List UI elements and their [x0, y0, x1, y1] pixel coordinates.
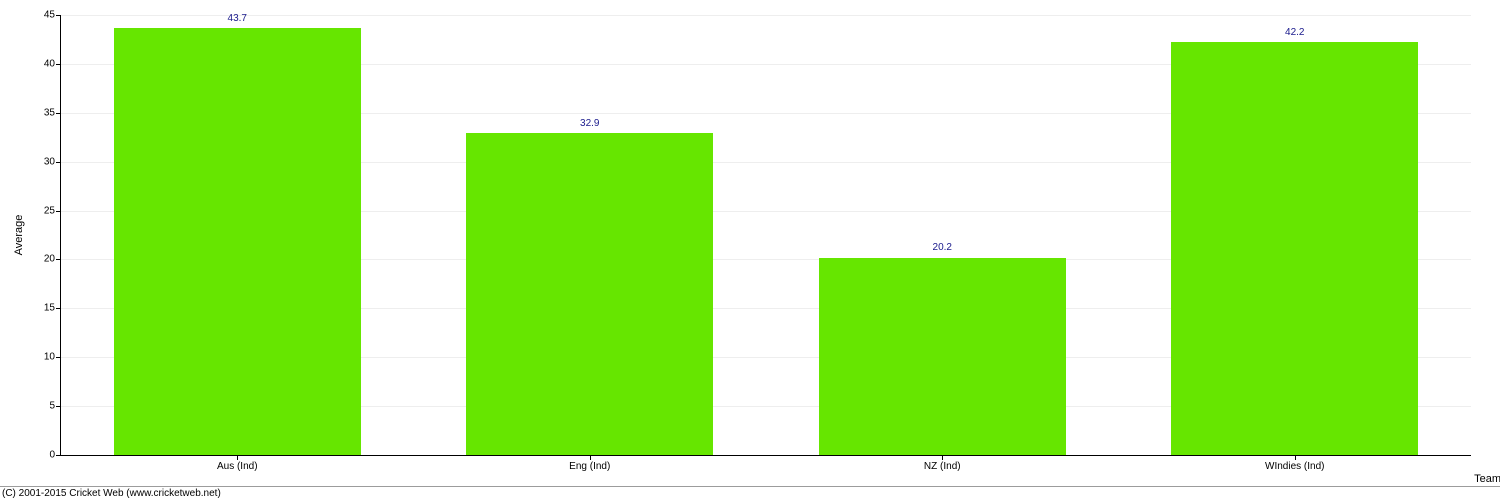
y-tick-label: 40 — [44, 58, 61, 69]
y-tick-label: 30 — [44, 156, 61, 167]
x-tick-label: Eng (Ind) — [569, 455, 610, 472]
x-tick-label: Aus (Ind) — [217, 455, 258, 472]
copyright-footer: (C) 2001-2015 Cricket Web (www.cricketwe… — [0, 486, 1500, 500]
bar-value-label: 20.2 — [933, 242, 952, 257]
bar-value-label: 43.7 — [228, 13, 247, 28]
y-tick-label: 20 — [44, 254, 61, 265]
y-tick-label: 25 — [44, 205, 61, 216]
x-tick-label: WIndies (Ind) — [1265, 455, 1324, 472]
bar — [114, 28, 361, 455]
bar — [819, 258, 1066, 456]
y-tick-label: 35 — [44, 107, 61, 118]
bar — [466, 133, 713, 455]
bar-value-label: 42.2 — [1285, 27, 1304, 42]
y-tick-label: 15 — [44, 303, 61, 314]
y-gridline — [61, 15, 1471, 16]
y-tick-label: 10 — [44, 352, 61, 363]
x-axis-title: Team — [1474, 455, 1500, 485]
bar-value-label: 32.9 — [580, 118, 599, 133]
y-tick-label: 0 — [49, 450, 61, 461]
copyright-text: (C) 2001-2015 Cricket Web (www.cricketwe… — [2, 488, 221, 499]
x-tick-label: NZ (Ind) — [924, 455, 961, 472]
plot-area: Average Team 05101520253035404543.7Aus (… — [60, 15, 1471, 456]
bar — [1171, 42, 1418, 455]
y-tick-label: 5 — [49, 401, 61, 412]
y-axis-title: Average — [13, 215, 25, 256]
y-tick-label: 45 — [44, 10, 61, 21]
